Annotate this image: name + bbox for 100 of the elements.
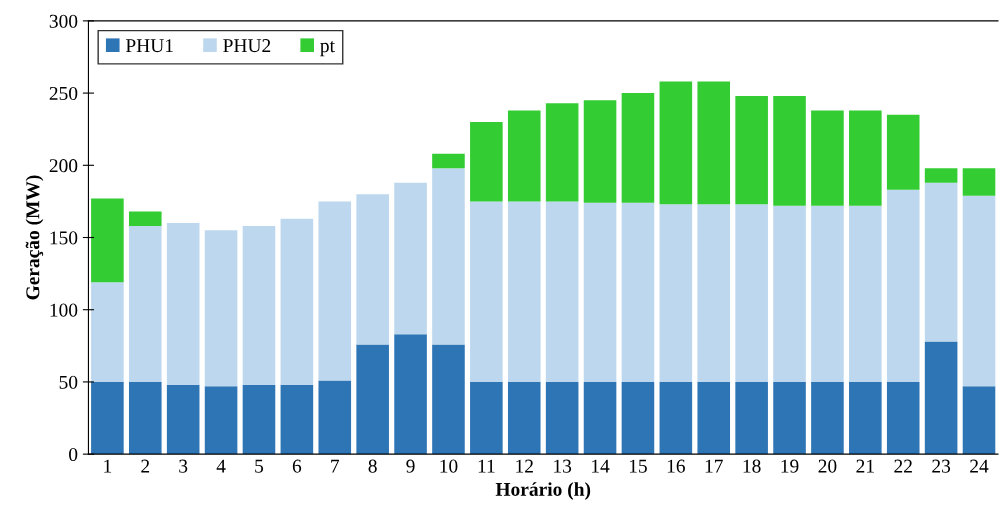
bar — [318, 201, 352, 381]
x-tick-label: 17 — [705, 459, 723, 473]
x-tick-label: 16 — [667, 459, 685, 473]
bar — [583, 202, 617, 382]
y-tick-label: 100 — [50, 303, 78, 317]
y-tick-label: 150 — [50, 231, 78, 245]
y-tick-label: 50 — [59, 375, 78, 389]
bar — [356, 194, 389, 345]
bar — [621, 93, 655, 203]
bar — [470, 381, 503, 455]
bar — [128, 381, 162, 455]
legend-label: pt — [320, 41, 335, 57]
bar — [128, 211, 162, 226]
bar — [811, 110, 844, 206]
x-tick-label: 2 — [141, 459, 150, 473]
bar — [507, 201, 541, 382]
bar — [242, 384, 276, 455]
x-tick-label: 10 — [440, 459, 458, 473]
bar — [432, 153, 465, 169]
bar — [773, 95, 806, 206]
bar — [886, 381, 920, 455]
bar — [204, 386, 238, 455]
bar — [545, 381, 579, 455]
x-tick-label: 9 — [406, 459, 415, 473]
bar — [507, 110, 541, 202]
bar — [924, 168, 958, 183]
bar — [773, 205, 806, 382]
x-tick-label: 13 — [554, 459, 572, 473]
bar — [849, 205, 882, 382]
bar — [583, 100, 617, 203]
bar — [128, 225, 162, 382]
bar — [811, 205, 844, 382]
bar — [166, 384, 200, 455]
x-tick-label: 1 — [104, 459, 112, 473]
x-tick-label: 5 — [255, 459, 264, 473]
bar — [166, 223, 200, 385]
bar — [697, 381, 731, 455]
bar — [924, 341, 958, 455]
bar — [886, 189, 920, 382]
x-tick-label: 21 — [856, 459, 874, 473]
bar — [394, 182, 427, 335]
y-tick-label: 300 — [49, 14, 78, 28]
y-tick-label: 0 — [69, 447, 78, 462]
bar — [470, 201, 503, 382]
bar — [962, 386, 996, 455]
bar — [697, 204, 731, 382]
x-tick-label: 12 — [516, 459, 533, 473]
x-tick-label: 3 — [179, 459, 188, 473]
bar — [280, 218, 314, 385]
bar — [621, 381, 655, 455]
x-tick-label: 23 — [932, 459, 951, 473]
y-axis-title: Geração (MW) — [25, 175, 44, 300]
bar — [924, 182, 958, 342]
x-tick-label: 20 — [818, 459, 837, 473]
x-tick-label: 24 — [970, 459, 989, 473]
bar — [91, 381, 124, 455]
x-tick-label: 4 — [216, 459, 226, 473]
bar — [659, 381, 693, 455]
bar — [583, 381, 617, 455]
bar — [735, 204, 768, 382]
bar — [849, 110, 882, 206]
bar — [318, 380, 352, 455]
x-tick-label: 15 — [629, 459, 647, 473]
bar — [204, 230, 238, 387]
x-tick-label: 7 — [331, 459, 340, 473]
x-tick-label: 11 — [478, 459, 495, 473]
x-tick-label: 18 — [743, 459, 761, 473]
bar — [849, 381, 882, 455]
x-tick-label: 14 — [592, 459, 610, 473]
bar — [621, 202, 655, 382]
bar — [659, 204, 693, 382]
y-tick-label: 250 — [49, 86, 78, 101]
bar — [432, 344, 465, 455]
bar — [962, 168, 996, 196]
y-tick-label: 200 — [49, 159, 78, 173]
bar — [432, 168, 465, 345]
bar — [507, 381, 541, 455]
bar — [545, 201, 579, 382]
bar — [735, 95, 768, 205]
bar — [470, 121, 503, 202]
bar — [697, 81, 731, 205]
x-tick-label: 6 — [292, 459, 302, 473]
bar — [242, 225, 276, 385]
bar — [962, 195, 996, 387]
x-tick-label: 22 — [894, 459, 912, 473]
bar — [394, 334, 427, 455]
bar — [659, 81, 693, 205]
bar — [811, 381, 844, 455]
bar — [91, 282, 124, 382]
legend-label: PHU1 — [125, 39, 173, 53]
bar — [356, 344, 389, 455]
legend-label: PHU2 — [223, 39, 271, 53]
x-tick-label: 8 — [368, 459, 377, 473]
x-tick-label: 19 — [781, 459, 799, 473]
x-axis-title: Horário (h) — [495, 482, 591, 500]
bar — [280, 384, 314, 455]
bar — [545, 103, 579, 202]
bar — [91, 198, 124, 283]
bar — [886, 114, 920, 190]
bar — [735, 381, 768, 455]
